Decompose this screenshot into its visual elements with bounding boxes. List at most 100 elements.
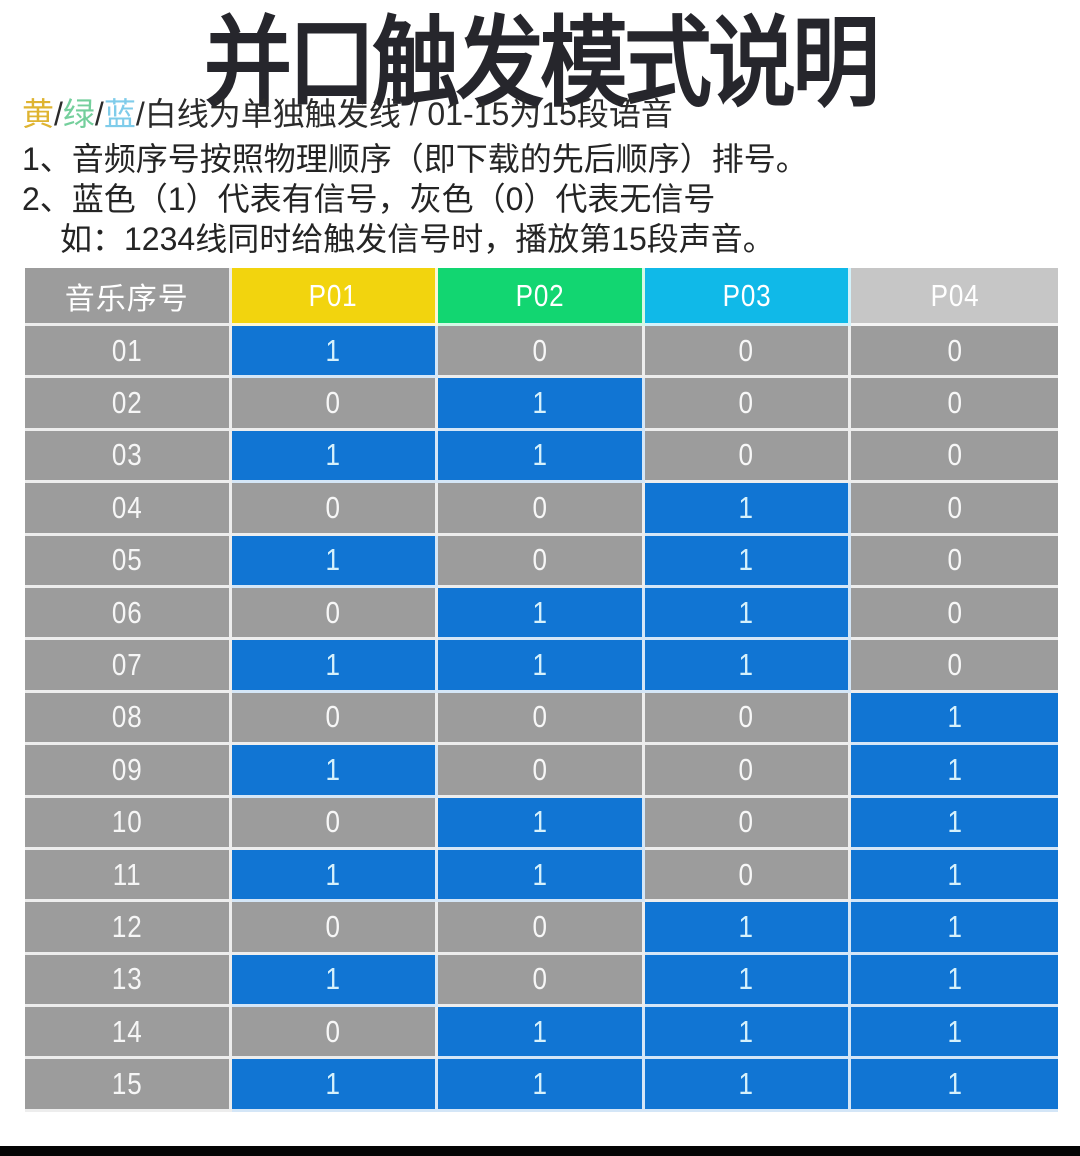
signal-cell-13-p03: 1 <box>644 954 852 1008</box>
row-label-03: 03 <box>25 430 232 484</box>
signal-cell-03-p04-text: 0 <box>947 437 963 473</box>
signal-cell-01-p01: 1 <box>231 326 439 379</box>
signal-cell-01-p03: 0 <box>644 326 852 379</box>
header-cell-p02: P02 <box>438 268 645 326</box>
signal-cell-09-p04: 1 <box>851 745 1058 798</box>
signal-cell-02-p01: 0 <box>231 378 439 431</box>
row-label-12-text: 12 <box>111 908 143 944</box>
signal-cell-15-p04-text: 1 <box>947 1066 963 1102</box>
signal-cell-07-p02-text: 1 <box>532 647 548 683</box>
signal-cell-09-p01: 1 <box>231 745 439 798</box>
header-cell-music-index-text: 音乐序号 <box>64 282 189 316</box>
note-3: 如：1234线同时给触发信号时，播放第15段声音。 <box>60 221 775 257</box>
signal-cell-01-p03-text: 0 <box>738 332 755 368</box>
signal-cell-12-p02: 0 <box>438 902 645 955</box>
signal-cell-15-p03-text: 1 <box>738 1066 755 1102</box>
signal-cell-11-p01-text: 1 <box>325 856 342 892</box>
trigger-mode-table: 音乐序号 P01 P02 P03 P04 01 1 0 0 0 02 0 1 0 0 03 1 1 0 0 04 0 0 1 0… <box>25 268 1058 1112</box>
row-label-11: 11 <box>25 849 232 903</box>
table-row-01: 01 1 0 0 0 <box>25 326 1058 379</box>
table-row-06: 06 0 1 1 0 <box>25 587 1058 641</box>
signal-cell-06-p01-text: 0 <box>325 594 342 630</box>
signal-cell-02-p02: 1 <box>438 378 645 431</box>
signal-cell-11-p04-text: 1 <box>947 856 963 892</box>
signal-cell-14-p02-text: 1 <box>532 1013 548 1049</box>
row-label-12: 12 <box>25 902 232 955</box>
intro-notes: 黄/绿/蓝/白线为单独触发线 / 01-15为15段语音 1、音频序号按照物理顺… <box>22 94 1052 259</box>
signal-cell-08-p04-text: 1 <box>947 699 963 735</box>
signal-cell-07-p01-text: 1 <box>325 647 342 683</box>
signal-cell-04-p02: 0 <box>438 483 645 536</box>
signal-cell-03-p03-text: 0 <box>738 437 755 473</box>
signal-cell-12-p04-text: 1 <box>947 908 963 944</box>
signal-cell-07-p04: 0 <box>851 640 1058 693</box>
legend-segment: 黄 <box>22 96 55 132</box>
table-row-04: 04 0 0 1 0 <box>25 483 1058 536</box>
signal-cell-09-p03-text: 0 <box>738 751 755 787</box>
signal-cell-10-p03: 0 <box>644 797 852 850</box>
signal-cell-14-p04: 1 <box>851 1007 1058 1060</box>
row-label-11-text: 11 <box>112 856 142 892</box>
row-label-07-text: 07 <box>111 647 143 683</box>
note-2: 2、蓝色（1）代表有信号，灰色（0）代表无信号 <box>22 181 716 217</box>
signal-cell-03-p02: 1 <box>438 430 645 484</box>
signal-cell-02-p04: 0 <box>851 378 1058 431</box>
row-label-03-text: 03 <box>111 437 143 473</box>
signal-cell-14-p01-text: 0 <box>325 1013 342 1049</box>
signal-cell-04-p03-text: 1 <box>738 489 755 525</box>
signal-cell-07-p03: 1 <box>644 640 852 693</box>
signal-cell-12-p03: 1 <box>644 902 852 955</box>
signal-cell-15-p04: 1 <box>851 1059 1058 1112</box>
signal-cell-11-p03: 0 <box>644 849 852 903</box>
bottom-bar <box>0 1146 1080 1156</box>
signal-cell-01-p01-text: 1 <box>325 332 342 368</box>
table-row-02: 02 0 1 0 0 <box>25 378 1058 431</box>
table-row-08: 08 0 0 0 1 <box>25 692 1058 746</box>
signal-cell-14-p01: 0 <box>231 1007 439 1060</box>
row-label-04: 04 <box>25 483 232 536</box>
signal-cell-01-p04: 0 <box>851 326 1058 379</box>
signal-cell-07-p04-text: 0 <box>947 647 963 683</box>
signal-cell-05-p02: 0 <box>438 535 645 588</box>
signal-cell-05-p02-text: 0 <box>532 542 548 578</box>
row-label-13-text: 13 <box>111 961 143 997</box>
signal-cell-09-p04-text: 1 <box>947 751 963 787</box>
table-row-05: 05 1 0 1 0 <box>25 535 1058 588</box>
header-cell-p04: P04 <box>851 268 1058 326</box>
signal-cell-06-p02: 1 <box>438 587 645 641</box>
signal-cell-14-p03-text: 1 <box>738 1013 755 1049</box>
signal-cell-01-p02-text: 0 <box>532 332 548 368</box>
signal-cell-12-p02-text: 0 <box>532 908 548 944</box>
row-label-06: 06 <box>25 587 232 641</box>
signal-cell-01-p04-text: 0 <box>947 332 963 368</box>
row-label-15-text: 15 <box>111 1066 143 1102</box>
signal-cell-09-p03: 0 <box>644 745 852 798</box>
signal-cell-07-p02: 1 <box>438 640 645 693</box>
legend-segment: / <box>94 96 104 132</box>
row-label-05: 05 <box>25 535 232 588</box>
signal-cell-02-p03-text: 0 <box>738 385 755 421</box>
signal-cell-08-p01-text: 0 <box>325 699 342 735</box>
row-label-02-text: 02 <box>111 385 143 421</box>
signal-cell-10-p04: 1 <box>851 797 1058 850</box>
row-label-14: 14 <box>25 1007 232 1060</box>
table-row-15: 15 1 1 1 1 <box>25 1059 1058 1112</box>
header-cell-p03: P03 <box>644 268 852 326</box>
signal-cell-15-p02: 1 <box>438 1059 645 1112</box>
table-row-12: 12 0 0 1 1 <box>25 902 1058 955</box>
table-row-09: 09 1 0 0 1 <box>25 745 1058 798</box>
signal-cell-13-p04-text: 1 <box>947 961 963 997</box>
signal-cell-13-p01: 1 <box>231 954 439 1008</box>
signal-cell-04-p01-text: 0 <box>325 489 342 525</box>
signal-cell-06-p03: 1 <box>644 587 852 641</box>
row-label-01-text: 01 <box>111 332 143 368</box>
signal-cell-09-p01-text: 1 <box>325 751 342 787</box>
row-label-10: 10 <box>25 797 232 850</box>
row-label-09: 09 <box>25 745 232 798</box>
row-label-05-text: 05 <box>111 542 143 578</box>
header-cell-p02-text: P02 <box>515 277 565 313</box>
signal-cell-10-p03-text: 0 <box>738 804 755 840</box>
signal-cell-03-p01-text: 1 <box>325 437 342 473</box>
signal-cell-14-p02: 1 <box>438 1007 645 1060</box>
row-label-02: 02 <box>25 378 232 431</box>
